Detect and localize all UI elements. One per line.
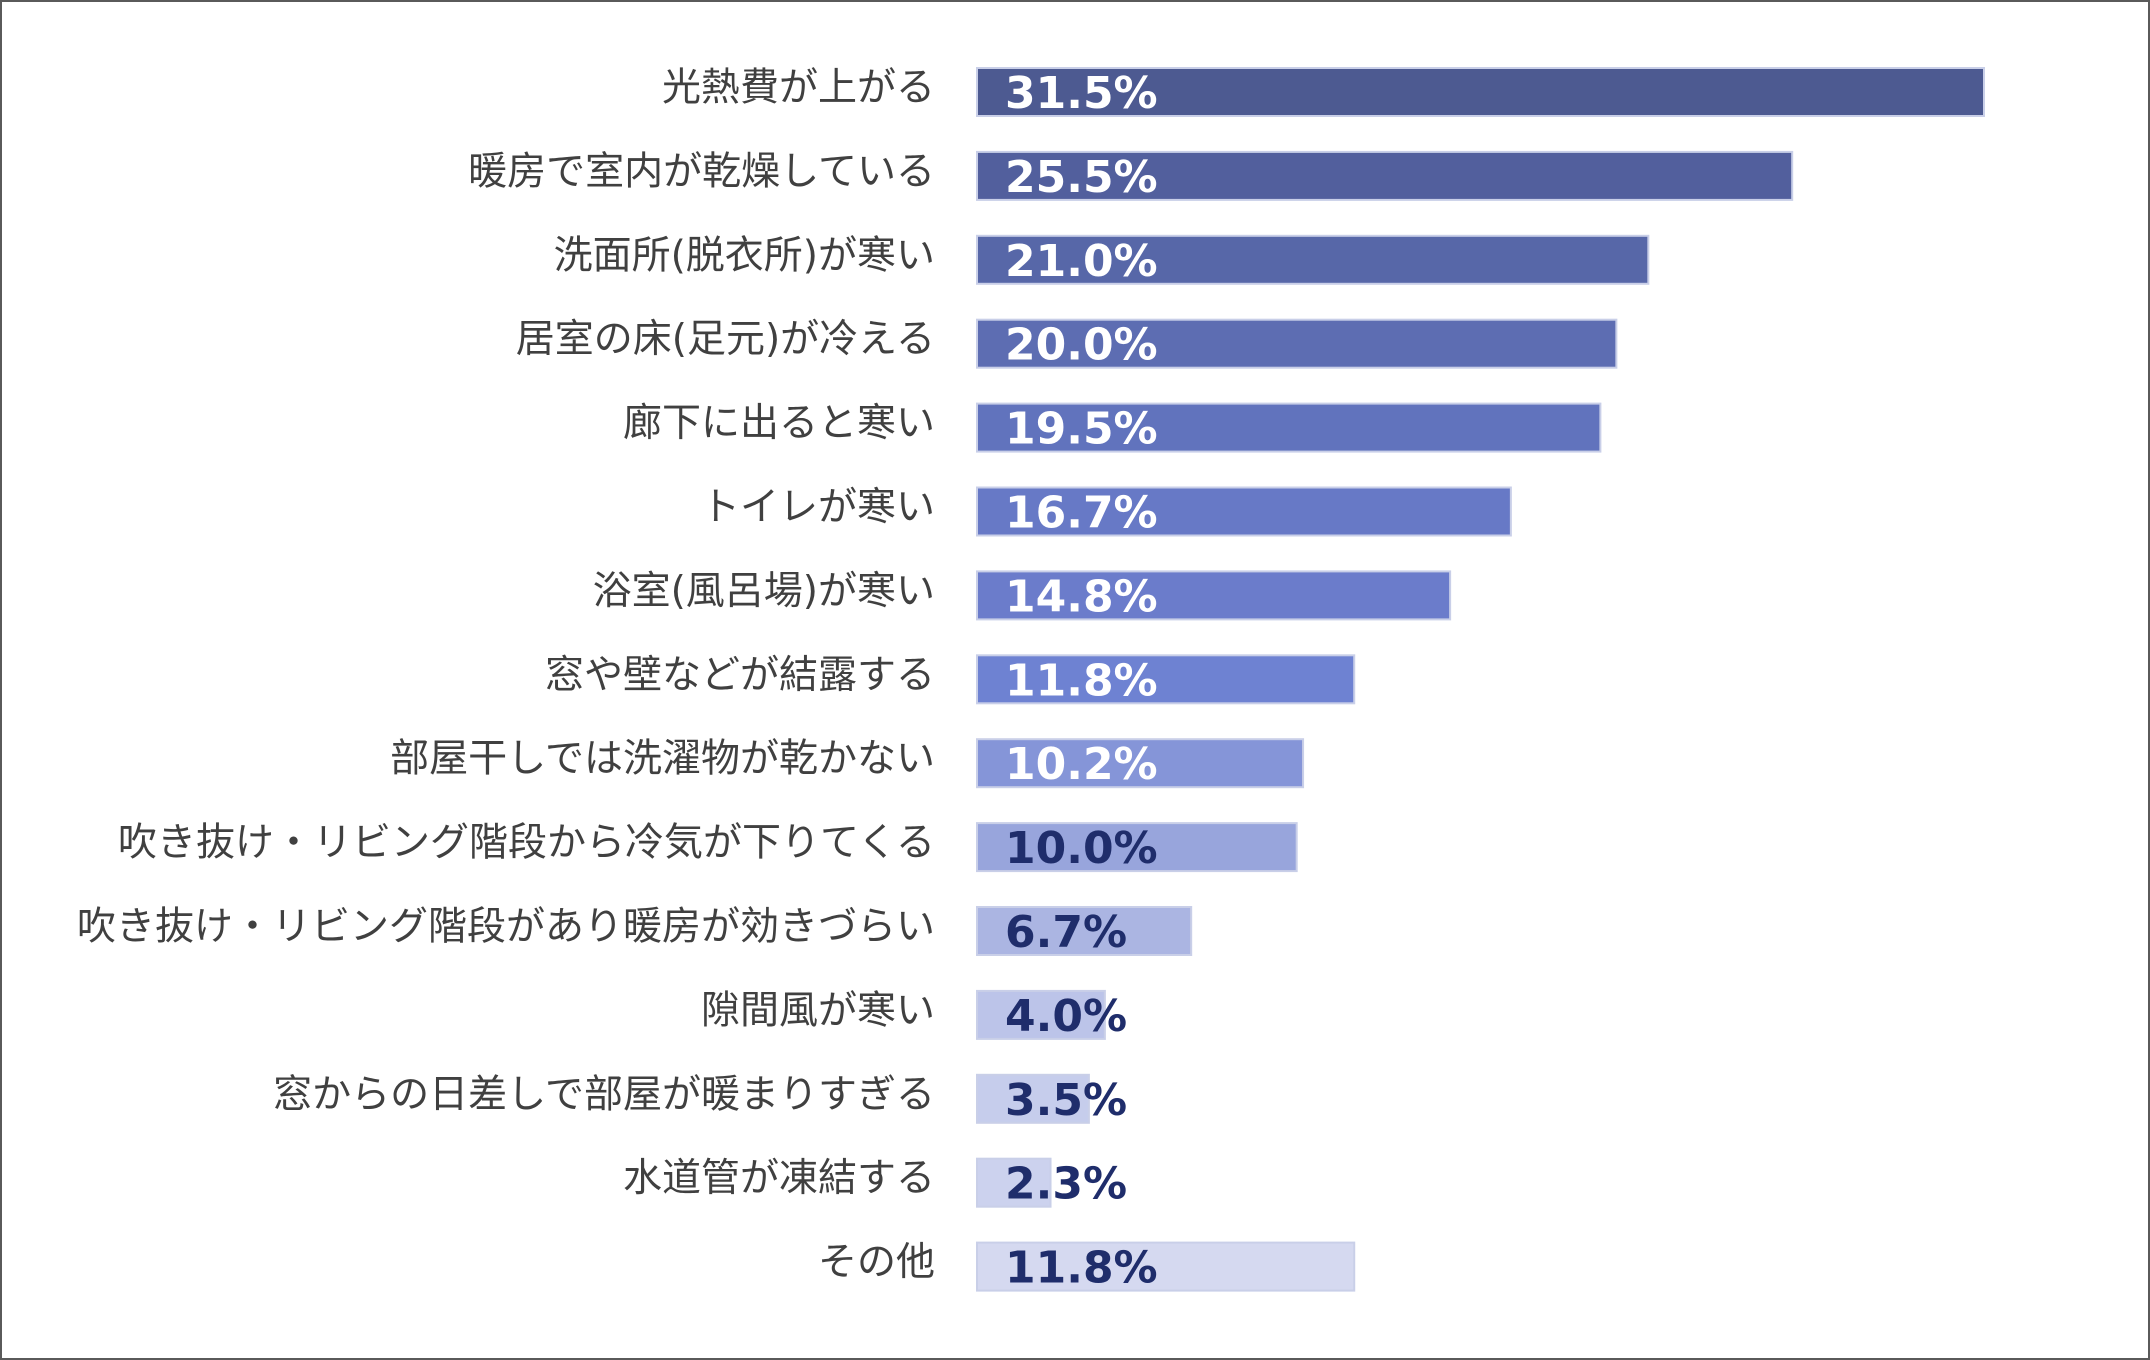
bar (976, 738, 1305, 789)
category-label: 窓や壁などが結露する (545, 653, 935, 698)
bar-row: 水道管が凍結する 2.3% (623, 1156, 1127, 1210)
bar-row: 浴室(風呂場)が寒い 14.8% (593, 569, 1452, 622)
data-label: 20.0% (1005, 320, 1158, 371)
bar (976, 1073, 1090, 1124)
bar-row: 隙間風が寒い 4.0% (701, 988, 1127, 1042)
category-label: 部屋干しでは洗濯物が乾かない (390, 737, 935, 782)
data-label: 3.5% (1005, 1075, 1127, 1126)
bar (976, 1241, 1356, 1292)
category-label: 吹き抜け・リビング階段があり暖房が効きづらい (77, 905, 935, 950)
bar (976, 822, 1298, 873)
bar (976, 989, 1106, 1040)
bar-row: 洗面所(脱衣所)が寒い 21.0% (554, 233, 1650, 287)
category-label: 洗面所(脱衣所)が寒い (554, 233, 935, 278)
bar (976, 654, 1356, 705)
bar (976, 570, 1452, 621)
category-label: 浴室(風呂場)が寒い (593, 569, 935, 614)
data-label: 14.8% (1005, 571, 1158, 622)
category-label: 居室の床(足元)が冷える (516, 317, 935, 362)
bar-row: 廊下に出ると寒い 19.5% (623, 401, 1602, 455)
data-label: 10.2% (1005, 739, 1158, 790)
bar-row: その他 11.8% (818, 1240, 1356, 1294)
bar-row: 窓や壁などが結露する 11.8% (545, 653, 1356, 706)
bar (976, 402, 1602, 453)
bar-row: 部屋干しでは洗濯物が乾かない 10.2% (390, 737, 1305, 790)
category-label: 隙間風が寒い (701, 988, 935, 1033)
bar (976, 906, 1193, 956)
bar (976, 150, 1794, 201)
data-label: 25.5% (1005, 152, 1158, 203)
bar (976, 1157, 1052, 1208)
category-label: 廊下に出ると寒い (623, 401, 935, 446)
data-label: 21.0% (1005, 236, 1158, 287)
bar-row: トイレが寒い 16.7% (701, 485, 1512, 539)
category-label: 光熱費が上がる (662, 66, 935, 111)
category-label: 水道管が凍結する (623, 1156, 935, 1201)
data-label: 19.5% (1005, 404, 1158, 455)
bar-row: 吹き抜け・リビング階段があり暖房が効きづらい 6.7% (77, 905, 1193, 958)
category-label: トイレが寒い (701, 485, 935, 530)
category-label: 窓からの日差しで部屋が暖まりすぎる (273, 1072, 935, 1117)
category-label: 吹き抜け・リビング階段から冷気が下りてくる (118, 821, 935, 866)
bar-row: 吹き抜け・リビング階段から冷気が下りてくる 10.0% (118, 821, 1298, 874)
bar-row: 窓からの日差しで部屋が暖まりすぎる 3.5% (273, 1072, 1127, 1126)
bar-row: 暖房で室内が乾燥している 25.5% (468, 149, 1794, 203)
data-label: 11.8% (1005, 655, 1158, 706)
category-label: 暖房で室内が乾燥している (468, 149, 935, 194)
data-label: 10.0% (1005, 823, 1158, 874)
bar-row: 光熱費が上がる 31.5% (662, 66, 1985, 119)
bar-row: 居室の床(足元)が冷える 20.0% (516, 317, 1618, 371)
category-label: その他 (818, 1240, 935, 1285)
data-label: 16.7% (1005, 488, 1158, 539)
bar (976, 486, 1512, 537)
data-label: 11.8% (1005, 1243, 1158, 1294)
data-label: 4.0% (1005, 991, 1127, 1042)
data-label: 2.3% (1005, 1159, 1127, 1210)
data-label: 6.7% (1005, 907, 1127, 958)
bar (976, 318, 1618, 369)
bar (976, 67, 1985, 117)
data-label: 31.5% (1005, 68, 1158, 119)
bar (976, 234, 1650, 285)
